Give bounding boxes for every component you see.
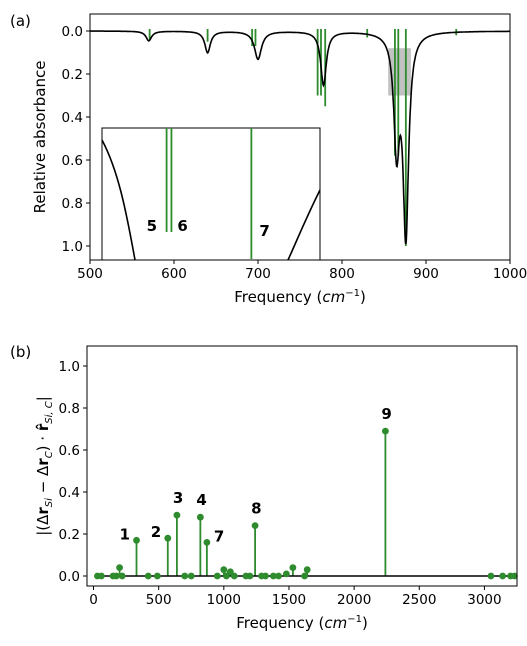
panel-b-xtick-label: 2500 — [402, 592, 436, 608]
stem-marker — [181, 572, 189, 580]
peak-label-9: 9 — [381, 405, 391, 423]
panel-a-xtick-label: 800 — [329, 266, 355, 282]
panel-a-ytick-label: 1.0 — [62, 239, 83, 255]
inset-label-5: 5 — [147, 217, 157, 235]
panel-b-ticks: 0 500 1000 1500 2000 2500 3000 0.0 0.2 0.4 0.6 0.8 1… — [59, 359, 502, 608]
panel-a-ytick-label: 0.8 — [62, 196, 83, 212]
panel-b-xtick-label: 1000 — [207, 592, 241, 608]
inset-curve-left — [101, 139, 136, 261]
stem-marker — [144, 572, 152, 580]
stem-marker — [133, 536, 140, 544]
stem-marker — [282, 570, 290, 578]
panel-b-ytick-label: 0.2 — [59, 527, 80, 543]
stem-marker — [246, 572, 254, 580]
stem-marker — [301, 572, 309, 580]
stem-marker — [499, 572, 507, 580]
panel-a-xtick-label: 500 — [77, 266, 103, 282]
panel-a-plot: 5 6 7 — [90, 29, 510, 261]
panel-b-ytick-label: 0.0 — [59, 569, 80, 585]
panel-b-ylabel: |(ΔrSi − ΔrC) · r̂Si, C| — [34, 396, 55, 536]
inset-label-7: 7 — [259, 222, 269, 240]
panel-b-xlabel: Frequency (cm−1) — [236, 614, 368, 632]
inset-frame — [101, 127, 321, 261]
stem-marker — [112, 572, 120, 580]
stem-marker — [510, 572, 518, 580]
panel-a-xtick-label: 700 — [245, 266, 271, 282]
stem-marker — [303, 566, 311, 574]
stem-marker — [251, 522, 259, 529]
stem-marker — [187, 572, 195, 580]
panel-a-ytick-label: 0.2 — [62, 67, 83, 83]
panel-a-xlabel: Frequency (cm−1) — [234, 288, 366, 306]
peak-label-8: 8 — [251, 500, 261, 518]
panel-b-ytick-label: 1.0 — [59, 359, 80, 375]
panel-a-ylabel: Relative absorbance — [31, 61, 49, 214]
panel-a-xtick-label: 600 — [161, 266, 187, 282]
stem-marker — [269, 572, 277, 580]
panel-a-ytick-label: 0.0 — [62, 24, 83, 40]
stem-marker — [289, 564, 297, 571]
panel-a-ytick-label: 0.6 — [62, 153, 83, 169]
panel-b-plot: 1 23 47 8 9 — [94, 405, 518, 580]
panel-a: (a) 500 600 700 800 900 1000 0.0 0.2 0.4 0.6 0.8 1.… — [10, 12, 527, 306]
stem-marker — [213, 572, 221, 580]
panel-a-xtick-label: 1000 — [493, 266, 527, 282]
stem-marker — [220, 566, 228, 574]
stem-marker — [262, 572, 269, 580]
stem-marker — [230, 572, 238, 580]
panel-b-xtick-label: 1500 — [272, 592, 306, 608]
panel-a-ticks: 500 600 700 800 900 1000 0.0 0.2 0.4 0.6 0.8 1.0 — [62, 24, 527, 282]
stem-marker — [164, 534, 172, 542]
panel-b-ytick-label: 0.8 — [59, 401, 80, 417]
peak-label-2: 2 — [151, 523, 161, 541]
stem-marker — [116, 564, 123, 571]
stem-marker — [203, 539, 211, 546]
panel-b-frame — [86, 345, 518, 587]
panel-a-xtick-label: 900 — [413, 266, 439, 282]
panel-a-label: (a) — [10, 12, 31, 30]
panel-b-ytick-label: 0.4 — [59, 485, 80, 501]
panel-b-label: (b) — [10, 343, 31, 361]
inset-label-6: 6 — [177, 217, 187, 235]
peak-label-7: 7 — [214, 527, 224, 545]
spectrum-line — [90, 30, 510, 245]
peak-label-1: 1 — [120, 525, 130, 543]
inset-curve-right — [287, 189, 321, 261]
panel-b-xtick-label: 0 — [89, 592, 98, 608]
panel-b-xtick-label: 2000 — [337, 592, 371, 608]
inset: 5 6 7 — [101, 127, 321, 261]
panel-a-frame — [89, 13, 511, 261]
panel-b-xtick-label: 3000 — [467, 592, 501, 608]
peak-label-4: 4 — [196, 491, 206, 509]
stem-marker — [196, 513, 204, 521]
panel-b: (b) 0 500 1000 1500 2000 2500 3000 0.0 0.2 0.4 0.6… — [10, 343, 518, 632]
stem-marker — [487, 572, 495, 580]
panel-b-xtick-label: 500 — [146, 592, 172, 608]
stem-marker — [275, 572, 282, 580]
stem-marker — [381, 427, 389, 435]
stem-marker — [97, 572, 105, 580]
stem-marker — [153, 572, 161, 580]
stem-marker — [173, 511, 181, 519]
panel-a-ytick-label: 0.4 — [62, 110, 83, 126]
stem-marker — [118, 572, 126, 580]
panel-b-ytick-label: 0.6 — [59, 443, 80, 459]
peak-label-3: 3 — [173, 489, 183, 507]
